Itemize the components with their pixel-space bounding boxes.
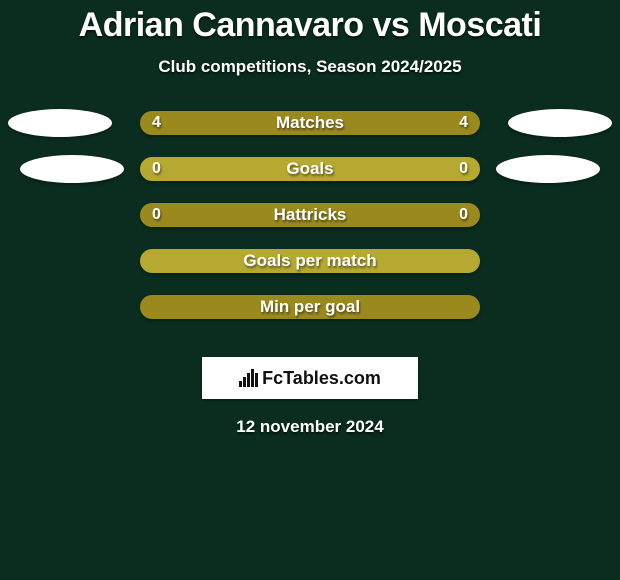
stat-row-hattricks: 0 Hattricks 0 — [0, 203, 620, 227]
player-marker-right — [496, 155, 600, 183]
stat-pill: Min per goal — [140, 295, 480, 319]
player-marker-right — [508, 109, 612, 137]
stat-label: Goals — [286, 159, 333, 179]
stat-pill: Goals per match — [140, 249, 480, 273]
stat-label: Goals per match — [243, 251, 376, 271]
subtitle: Club competitions, Season 2024/2025 — [158, 57, 461, 77]
logo: FcTables.com — [239, 368, 381, 389]
logo-text: FcTables.com — [262, 368, 381, 389]
stat-pill: 0 Hattricks 0 — [140, 203, 480, 227]
player-marker-left — [20, 155, 124, 183]
stat-value-right: 0 — [459, 160, 468, 178]
player-marker-left — [8, 109, 112, 137]
stat-row-mpg: Min per goal — [0, 295, 620, 319]
logo-box: FcTables.com — [202, 357, 418, 399]
date-label: 12 november 2024 — [236, 417, 383, 437]
stat-row-matches: 4 Matches 4 — [0, 111, 620, 135]
infographic-container: Adrian Cannavaro vs Moscati Club competi… — [0, 0, 620, 437]
stat-row-goals: 0 Goals 0 — [0, 157, 620, 181]
stat-pill: 0 Goals 0 — [140, 157, 480, 181]
bars-icon — [239, 369, 258, 387]
stat-value-left: 0 — [152, 206, 161, 224]
page-title: Adrian Cannavaro vs Moscati — [79, 6, 542, 45]
stat-value-right: 4 — [459, 114, 468, 132]
stat-label: Matches — [276, 113, 344, 133]
stat-value-left: 0 — [152, 160, 161, 178]
stat-value-left: 4 — [152, 114, 161, 132]
stat-label: Hattricks — [274, 205, 347, 225]
stat-row-gpm: Goals per match — [0, 249, 620, 273]
stat-pill: 4 Matches 4 — [140, 111, 480, 135]
stat-value-right: 0 — [459, 206, 468, 224]
stat-label: Min per goal — [260, 297, 360, 317]
